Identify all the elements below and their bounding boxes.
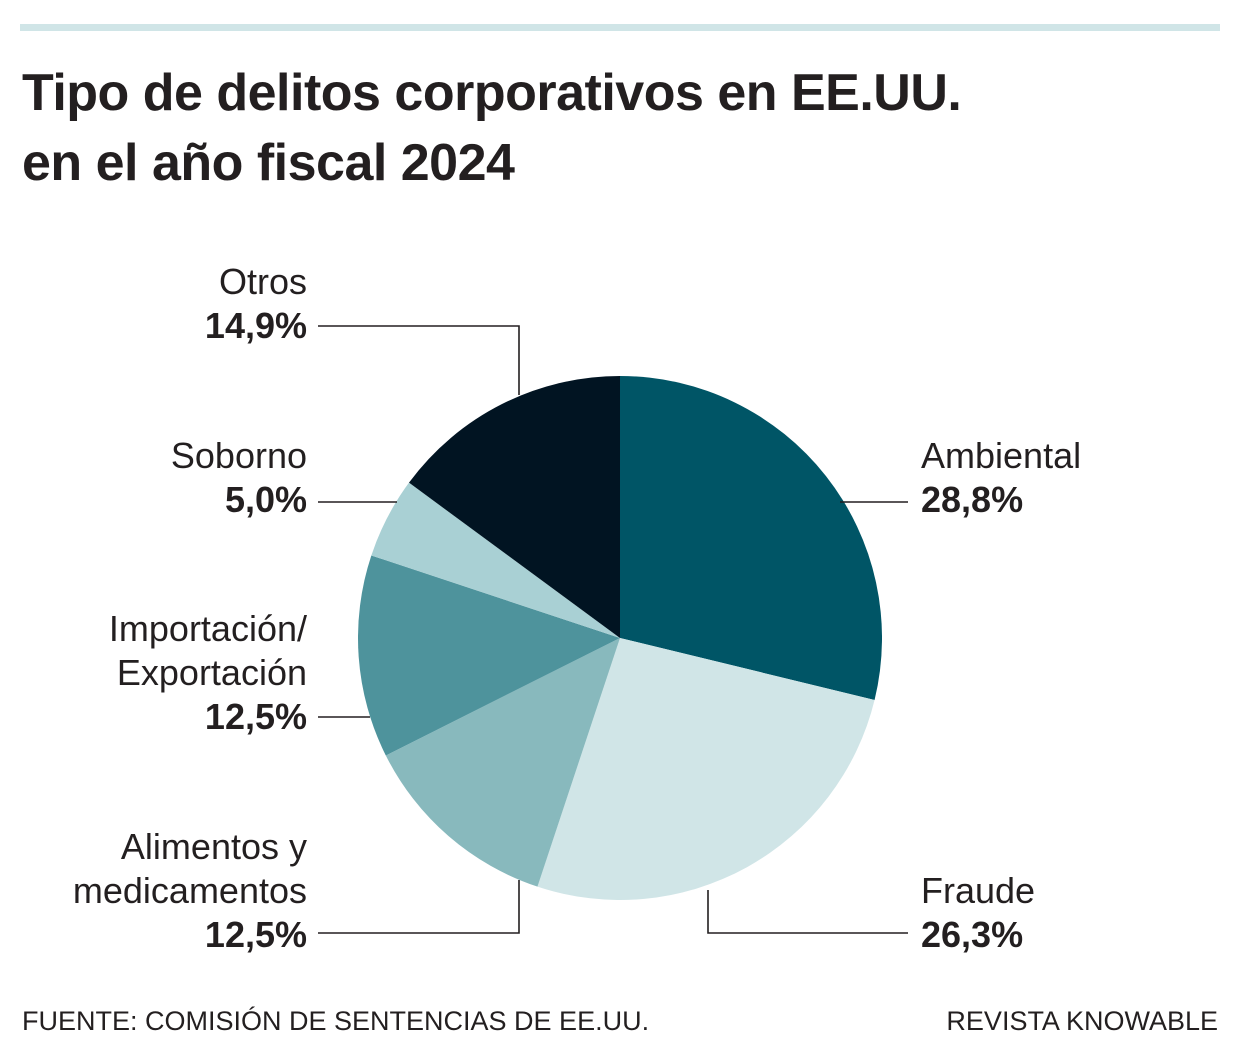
slice-label: Fraude 26,3%: [921, 869, 1035, 957]
slice-label: Otros 14,9%: [205, 260, 307, 348]
pie-slice: [537, 638, 875, 900]
category-label: Alimentos y medicamentos: [72, 826, 307, 911]
leader-line: [707, 890, 908, 934]
value-label: 14,9%: [204, 305, 307, 346]
top-rule: [20, 24, 1220, 31]
category-label: Fraude: [921, 870, 1036, 911]
pie-slice: [409, 376, 620, 638]
chart-title: Tipo de delitos corporativos en EE.UU. e…: [22, 64, 962, 192]
value-label: 28,8%: [921, 479, 1024, 520]
category-label: Importación/ Exportación: [108, 608, 307, 693]
value-label: 26,3%: [921, 914, 1024, 955]
slice-label: Alimentos y medicamentos 12,5%: [73, 825, 307, 957]
value-label: 5,0%: [224, 479, 307, 520]
slice-label: Soborno 5,0%: [171, 434, 307, 522]
value-label: 12,5%: [204, 914, 307, 955]
pie-slice: [620, 376, 882, 700]
leader-line: [318, 325, 520, 395]
value-label: 12,5%: [204, 696, 307, 737]
credit: REVISTA KNOWABLE: [946, 1006, 1218, 1036]
category-label: Ambiental: [921, 435, 1082, 476]
source: FUENTE: COMISIÓN DE SENTENCIAS DE EE.UU.: [22, 1006, 650, 1036]
pie-slice: [358, 555, 620, 756]
pie-slice: [385, 638, 620, 887]
pie-slice: [371, 482, 620, 638]
category-label: Otros: [218, 261, 307, 302]
category-label: Soborno: [170, 435, 307, 476]
slice-label: Ambiental 28,8%: [921, 434, 1081, 522]
leader-line: [318, 880, 520, 934]
slice-label: Importación/ Exportación 12,5%: [109, 607, 307, 739]
